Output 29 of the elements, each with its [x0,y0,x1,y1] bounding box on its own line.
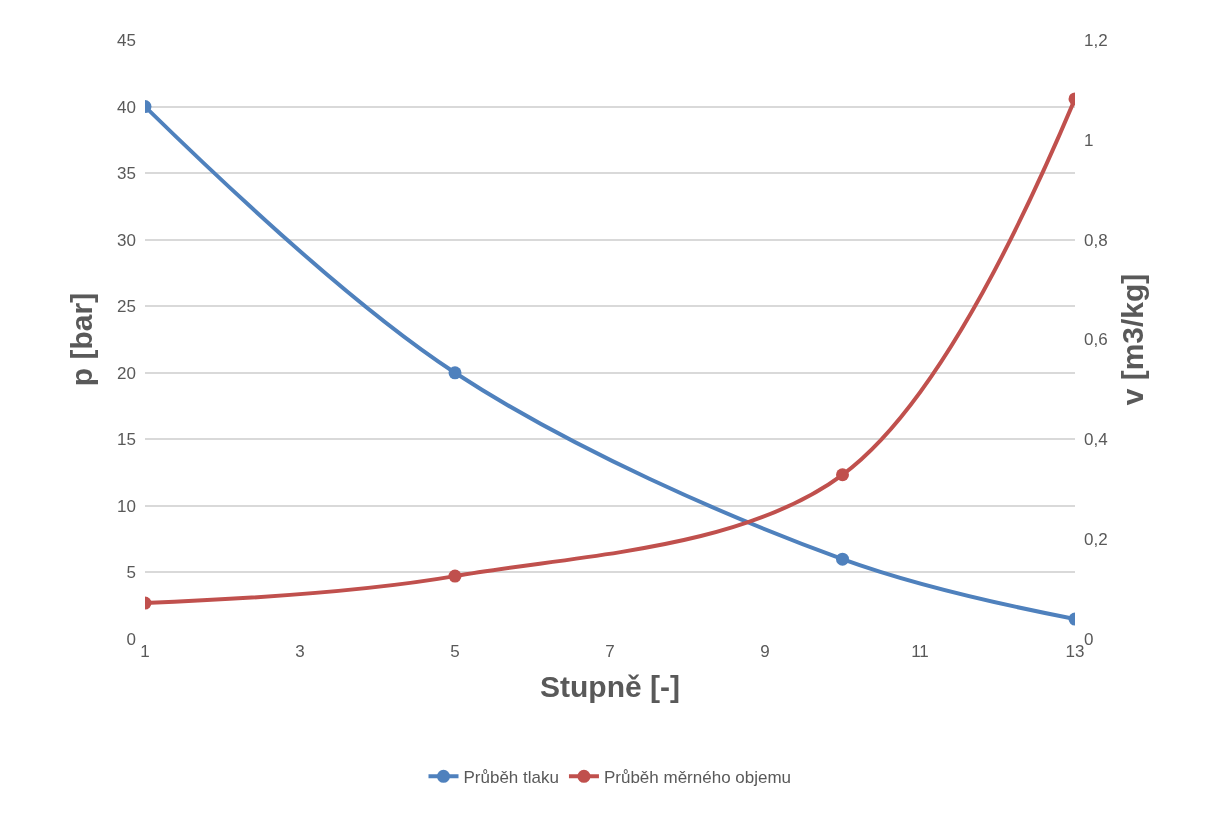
legend-label: Průběh měrného objemu [603,767,792,787]
y-axis-title: p [bar] [65,292,99,387]
y2-tick-label: 1,2 [1084,30,1108,50]
y2-tick-label: 0,6 [1084,330,1108,350]
x-tick-label: 11 [911,642,929,661]
y2-tick-label: 0,2 [1084,530,1108,550]
y2-tick-label: 0 [1084,629,1094,649]
y2-tick-label: 1 [1084,130,1094,150]
y-tick-label: 40 [117,97,136,117]
y2-tick-label: 0,4 [1084,430,1108,450]
x-axis-title: Stupně [-] [540,669,680,703]
x-tick-label: 7 [605,642,615,661]
x-tick-label: 1 [140,642,150,661]
y2-axis-title: v [m3/kg] [1116,273,1150,406]
y-tick-label: 35 [117,164,136,184]
y-tick-label: 5 [126,563,136,583]
y-tick-label: 10 [117,496,136,516]
x-tick-label: 5 [450,642,460,661]
y-tick-label: 15 [117,430,136,450]
x-tick-label: 13 [1065,642,1085,661]
y-tick-label: 30 [117,230,136,250]
y-tick-label: 45 [117,30,136,50]
x-tick-label: 9 [760,642,770,661]
y-tick-label: 0 [126,629,136,649]
legend-label: Průběh tlaku [463,767,559,787]
y-tick-label: 25 [117,297,136,317]
x-tick-label: 3 [295,642,305,661]
y-tick-label: 20 [117,363,136,383]
y2-tick-label: 0,8 [1084,230,1108,250]
